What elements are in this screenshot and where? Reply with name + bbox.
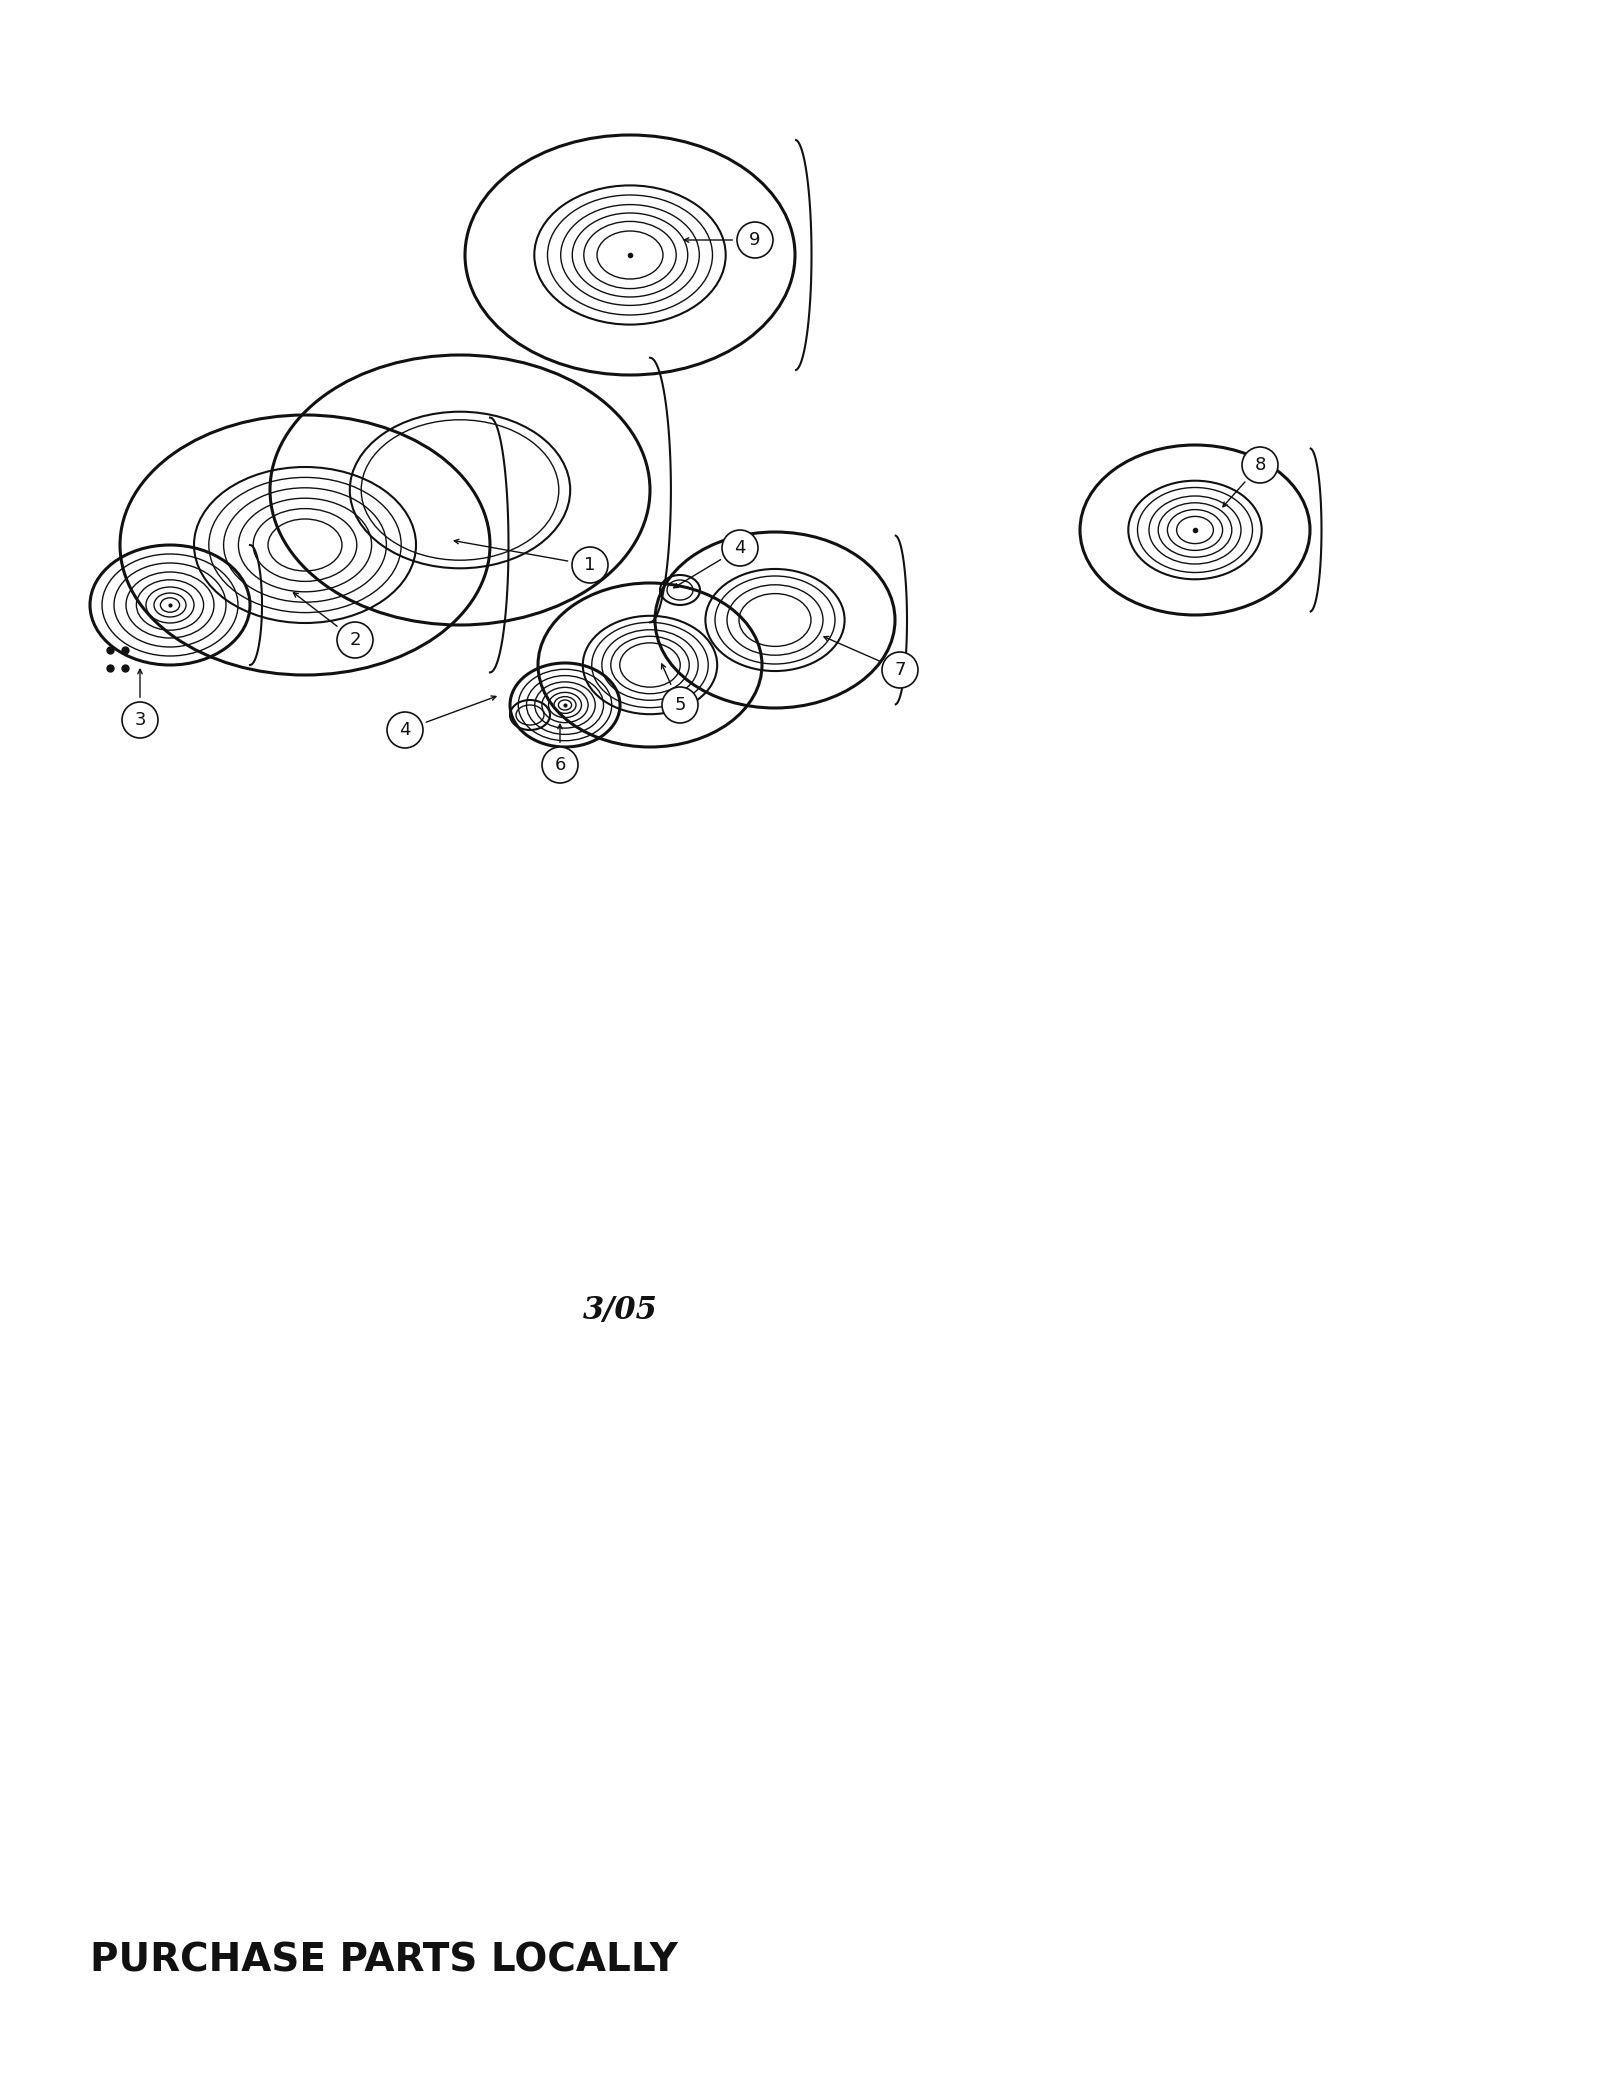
Circle shape bbox=[882, 652, 918, 689]
Text: PURCHASE PARTS LOCALLY: PURCHASE PARTS LOCALLY bbox=[90, 1940, 678, 1980]
Text: 1: 1 bbox=[584, 556, 595, 575]
Circle shape bbox=[573, 548, 608, 583]
Circle shape bbox=[387, 712, 422, 747]
Text: 4: 4 bbox=[734, 540, 746, 556]
Circle shape bbox=[662, 687, 698, 722]
Circle shape bbox=[122, 701, 158, 739]
Circle shape bbox=[738, 222, 773, 257]
Text: 6: 6 bbox=[554, 755, 566, 774]
Text: 5: 5 bbox=[674, 695, 686, 714]
Circle shape bbox=[1242, 446, 1278, 483]
Text: 3/05: 3/05 bbox=[582, 1295, 658, 1326]
Text: 4: 4 bbox=[400, 720, 411, 739]
Text: 9: 9 bbox=[749, 230, 760, 249]
Circle shape bbox=[338, 622, 373, 658]
Circle shape bbox=[722, 529, 758, 566]
Circle shape bbox=[542, 747, 578, 782]
Text: 2: 2 bbox=[349, 631, 360, 649]
Text: 8: 8 bbox=[1254, 456, 1266, 473]
Text: 3: 3 bbox=[134, 712, 146, 728]
Text: 7: 7 bbox=[894, 662, 906, 679]
